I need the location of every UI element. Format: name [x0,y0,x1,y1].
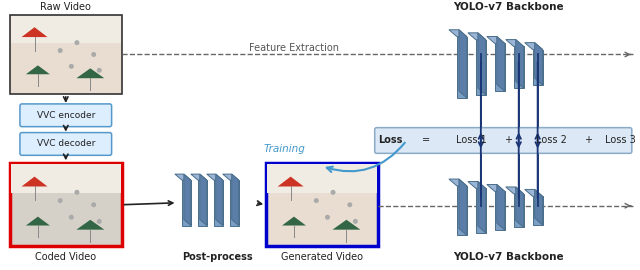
Polygon shape [495,191,505,230]
Text: Training: Training [263,144,305,154]
Bar [11,16,120,43]
Circle shape [69,64,74,69]
Polygon shape [214,180,223,225]
Bar [10,15,122,94]
Polygon shape [506,40,524,46]
Circle shape [69,215,74,220]
Polygon shape [22,177,47,187]
Polygon shape [278,177,303,187]
Circle shape [353,219,358,224]
Text: VVC decoder: VVC decoder [36,139,95,148]
Polygon shape [26,65,50,74]
Polygon shape [333,220,360,230]
Polygon shape [191,174,207,180]
Circle shape [74,190,79,195]
Circle shape [97,219,102,224]
Polygon shape [76,220,104,230]
Polygon shape [459,30,467,98]
Polygon shape [514,46,524,88]
Text: Loss 3: Loss 3 [605,136,636,146]
Polygon shape [478,33,486,95]
Polygon shape [22,27,47,37]
Circle shape [58,48,63,53]
Polygon shape [478,181,486,233]
Bar [266,163,378,246]
Text: Loss 1: Loss 1 [456,136,487,146]
Polygon shape [487,36,505,43]
Bar [10,163,122,246]
Polygon shape [497,36,505,91]
Polygon shape [175,174,191,180]
Text: =: = [422,136,431,146]
Circle shape [74,40,79,45]
Circle shape [348,202,352,207]
FancyBboxPatch shape [20,104,111,127]
Polygon shape [497,184,505,230]
Polygon shape [76,68,104,78]
Polygon shape [525,43,543,50]
Circle shape [97,68,102,73]
Polygon shape [182,180,191,225]
Polygon shape [487,184,505,191]
Polygon shape [534,190,543,225]
Text: Coded Video: Coded Video [35,252,97,262]
Polygon shape [516,40,524,88]
Text: Raw Video: Raw Video [40,2,92,12]
Text: +: + [584,136,592,146]
Polygon shape [495,43,505,91]
Polygon shape [230,180,239,225]
Text: Generated Video: Generated Video [281,252,363,262]
Polygon shape [506,187,524,194]
Polygon shape [223,174,239,180]
Circle shape [91,52,96,57]
FancyBboxPatch shape [374,128,632,153]
Polygon shape [216,174,223,225]
Polygon shape [525,190,543,196]
Polygon shape [457,37,467,98]
Text: +: + [504,136,512,146]
Circle shape [314,198,319,203]
Text: Feature Extraction: Feature Extraction [249,42,339,52]
Polygon shape [232,174,239,225]
Text: VVC encoder: VVC encoder [36,111,95,120]
Polygon shape [457,186,467,235]
Bar [11,164,120,193]
Polygon shape [198,180,207,225]
Text: YOLO-v7 Backbone: YOLO-v7 Backbone [453,252,564,262]
Polygon shape [468,181,486,188]
Polygon shape [200,174,207,225]
FancyBboxPatch shape [20,133,111,155]
Polygon shape [476,188,486,233]
Text: Loss: Loss [378,136,403,146]
Text: Loss 2: Loss 2 [536,136,566,146]
Polygon shape [449,179,467,186]
Bar [267,164,377,193]
Circle shape [330,190,335,195]
Polygon shape [184,174,191,225]
Text: Post-process: Post-process [182,252,253,262]
Circle shape [325,215,330,220]
Polygon shape [449,30,467,37]
Polygon shape [26,217,50,225]
Polygon shape [459,179,467,235]
Polygon shape [532,50,543,85]
Polygon shape [534,43,543,85]
Circle shape [91,202,96,207]
Circle shape [58,198,63,203]
Polygon shape [207,174,223,180]
Polygon shape [532,196,543,225]
Polygon shape [514,194,524,228]
Polygon shape [282,217,306,225]
Polygon shape [516,187,524,228]
Polygon shape [476,40,486,95]
Polygon shape [468,33,486,40]
Text: YOLO-v7 Backbone: YOLO-v7 Backbone [453,2,564,12]
